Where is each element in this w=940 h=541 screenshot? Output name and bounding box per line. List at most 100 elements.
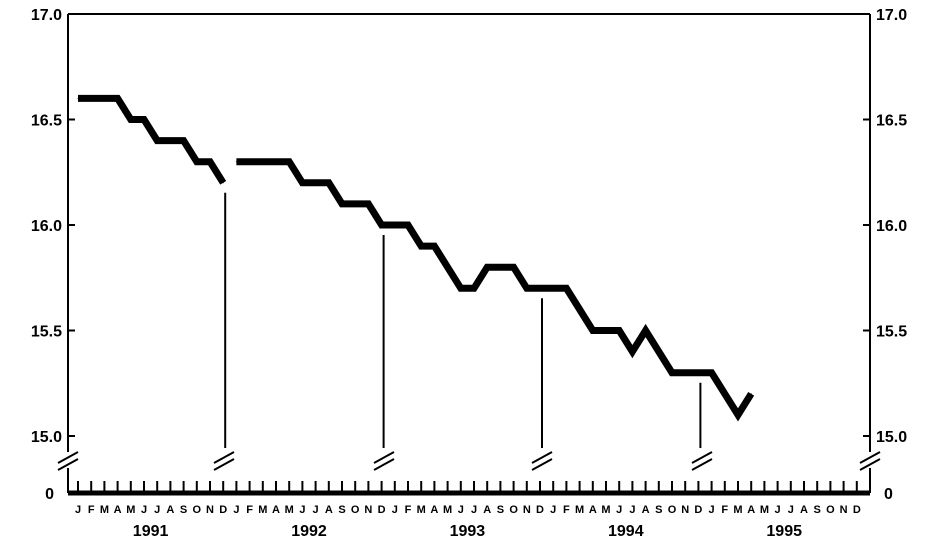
year-label: 1993: [450, 523, 486, 540]
year-label: 1995: [766, 523, 802, 540]
month-label: N: [206, 504, 214, 516]
data-point: [407, 224, 409, 226]
data-point: [222, 182, 224, 184]
axis-break-mark: [691, 458, 713, 471]
month-label: J: [775, 504, 781, 516]
month-label: A: [747, 504, 755, 516]
month-label: N: [364, 504, 372, 516]
data-point: [526, 287, 528, 289]
data-point: [301, 182, 303, 184]
month-label: S: [814, 504, 821, 516]
data-point: [473, 287, 475, 289]
month-label: A: [589, 504, 597, 516]
data-point: [645, 330, 647, 331]
axis-break-mark: [859, 458, 881, 471]
data-point: [460, 287, 462, 289]
month-label: J: [788, 504, 794, 516]
series-line: [236, 158, 755, 422]
month-label: O: [509, 504, 518, 516]
month-label: F: [246, 504, 253, 516]
data-point: [420, 245, 422, 247]
month-label: J: [233, 504, 239, 516]
month-label: A: [642, 504, 650, 516]
data-point: [354, 203, 356, 205]
data-point: [697, 372, 699, 374]
data-point: [235, 161, 237, 163]
data-point: [565, 287, 567, 289]
axis-ticks: [68, 13, 870, 493]
data-point: [156, 140, 158, 142]
month-label: J: [709, 504, 715, 516]
y-tick-label-left: 15.0: [31, 429, 62, 446]
axis-break-mark: [57, 458, 79, 471]
data-point: [381, 224, 383, 226]
month-label: O: [351, 504, 360, 516]
month-label: F: [721, 504, 728, 516]
month-label: J: [75, 504, 81, 516]
axis-break-mark: [531, 458, 553, 471]
month-label: J: [550, 504, 556, 516]
data-point: [750, 393, 752, 395]
axis-break-mark: [691, 451, 713, 464]
month-label: F: [88, 504, 95, 516]
month-label: S: [655, 504, 662, 516]
data-point: [209, 161, 211, 163]
month-label: M: [601, 504, 610, 516]
data-point: [499, 266, 501, 268]
month-label: A: [166, 504, 174, 516]
data-point: [169, 140, 171, 142]
month-label: J: [616, 504, 622, 516]
data-point: [671, 372, 673, 374]
month-label: D: [219, 504, 227, 516]
axis-break-mark: [859, 451, 881, 464]
month-label: M: [285, 504, 294, 516]
data-point: [618, 330, 620, 331]
month-label: F: [405, 504, 412, 516]
data-point: [143, 119, 145, 120]
data-point: [711, 372, 713, 374]
month-label: M: [733, 504, 742, 516]
year-end-markers: [224, 192, 702, 448]
axis-break-mark: [373, 458, 395, 471]
month-label: M: [417, 504, 426, 516]
y-tick-label-right: 15.0: [876, 429, 907, 446]
y-tick-label-left: 16.0: [31, 218, 62, 235]
y-tick-label-right: 16.0: [876, 218, 907, 235]
axis-labels: 17.0 17.0 16.5 16.5 16.0 16.0 15.5 15.5 15.0 15.0…: [31, 7, 907, 540]
data-point: [77, 97, 79, 99]
month-label: O: [193, 504, 202, 516]
month-label: J: [471, 504, 477, 516]
axes: [57, 13, 881, 496]
data-point: [315, 182, 317, 184]
data-point: [117, 97, 119, 99]
y-tick-label-left: 16.5: [31, 113, 62, 130]
y-tick-label-right: 15.5: [876, 324, 907, 341]
data-point: [552, 287, 554, 289]
year-label: 1991: [133, 523, 169, 540]
month-label: O: [668, 504, 677, 516]
data-point: [592, 330, 594, 331]
month-label: J: [313, 504, 319, 516]
month-label: A: [800, 504, 808, 516]
month-label: D: [694, 504, 702, 516]
data-point: [288, 161, 290, 163]
data-point: [275, 161, 277, 163]
zero-label-right: 0: [884, 486, 893, 503]
y-tick-label-right: 16.5: [876, 113, 907, 130]
data-point: [447, 266, 449, 268]
data-point: [367, 203, 369, 205]
axis-break-mark: [373, 451, 395, 464]
y-tick-label-left: 15.5: [31, 324, 62, 341]
month-label: M: [100, 504, 109, 516]
month-label: M: [258, 504, 267, 516]
data-point: [90, 97, 92, 99]
month-label: A: [114, 504, 122, 516]
zero-label-left: 0: [45, 486, 54, 503]
data-point: [433, 245, 435, 247]
data-point: [394, 224, 396, 226]
month-label: N: [523, 504, 531, 516]
axis-break-mark: [213, 451, 235, 464]
data-point: [724, 393, 726, 395]
data-point: [262, 161, 264, 163]
